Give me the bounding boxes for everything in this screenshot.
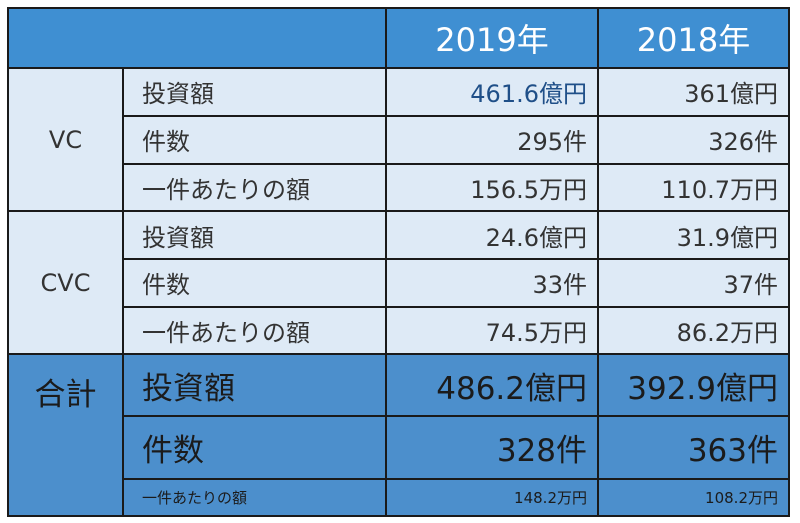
row-label: 一件あたりの額 xyxy=(122,477,387,518)
value-2018: 86.2万円 xyxy=(597,305,790,356)
vc-group-label: VC xyxy=(7,67,124,213)
value-2018: 37件 xyxy=(597,257,790,308)
value-2018: 110.7万円 xyxy=(597,162,790,213)
year-2019-header: 2019年 xyxy=(385,6,599,70)
value-2018: 392.9億円 xyxy=(597,353,790,418)
value-2019: 24.6億円 xyxy=(385,210,599,260)
table-row: 件数 295件 326件 xyxy=(8,114,790,165)
value-2019: 74.5万円 xyxy=(385,305,599,356)
total-row: 件数 328件 363件 xyxy=(8,415,790,480)
value-2019: 328件 xyxy=(385,415,599,480)
value-2019: 461.6億円 xyxy=(385,67,599,117)
value-2018: 108.2万円 xyxy=(597,477,790,518)
value-2018: 326件 xyxy=(597,114,790,165)
table-row: CVC 投資額 24.6億円 31.9億円 xyxy=(7,210,790,356)
cvc-group-label: CVC xyxy=(7,210,124,356)
row-label: 投資額 xyxy=(122,210,387,260)
table-row: 一件あたりの額 74.5万円 86.2万円 xyxy=(8,305,790,356)
table-row: 件数 33件 37件 xyxy=(8,257,790,308)
header-empty-cell xyxy=(7,6,387,70)
investment-table: 2019年 2018年 VC 投資額 461.6億円 361億円 件数 295件… xyxy=(7,6,790,518)
year-2018-header: 2018年 xyxy=(597,6,790,70)
table-row: 一件あたりの額 156.5万円 110.7万円 xyxy=(8,162,790,213)
value-2018: 31.9億円 xyxy=(597,210,790,260)
row-label: 件数 xyxy=(122,114,387,165)
value-2019: 33件 xyxy=(385,257,599,308)
value-2019: 148.2万円 xyxy=(385,477,599,518)
row-label: 投資額 xyxy=(122,67,387,117)
total-row: 一件あたりの額 148.2万円 108.2万円 xyxy=(8,477,790,518)
header-row: 2019年 2018年 xyxy=(7,6,790,70)
row-label: 件数 xyxy=(122,257,387,308)
row-label: 投資額 xyxy=(122,353,387,418)
table-row: VC 投資額 461.6億円 361億円 xyxy=(7,67,790,213)
row-label: 件数 xyxy=(122,415,387,480)
value-2019: 295件 xyxy=(385,114,599,165)
row-label: 一件あたりの額 xyxy=(122,162,387,213)
value-2019: 486.2億円 xyxy=(385,353,599,418)
total-row: 合計 投資額 486.2億円 392.9億円 xyxy=(7,353,790,517)
total-group-label: 合計 xyxy=(7,353,124,517)
value-2018: 361億円 xyxy=(597,67,790,117)
row-label: 一件あたりの額 xyxy=(122,305,387,356)
value-2019: 156.5万円 xyxy=(385,162,599,213)
value-2018: 363件 xyxy=(597,415,790,480)
